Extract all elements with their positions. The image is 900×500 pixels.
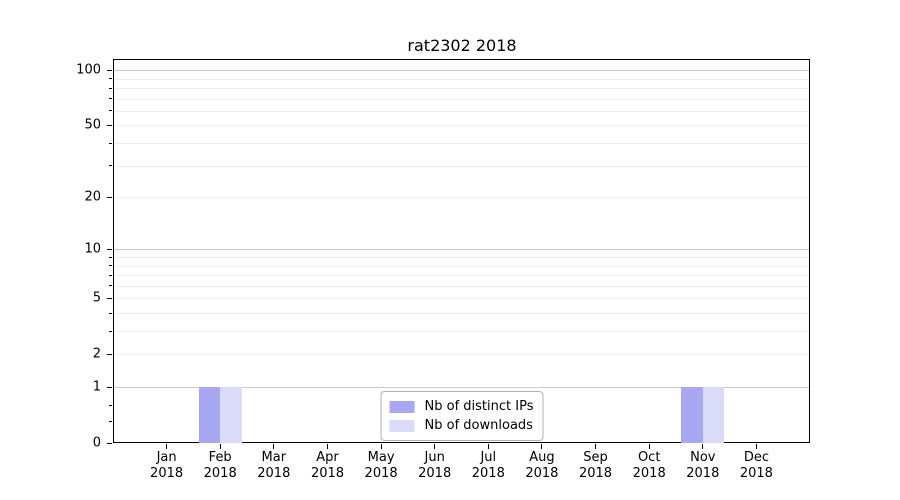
y-axis-minor-tick [109, 330, 112, 332]
x-axis-tick [166, 444, 168, 449]
y-axis-minor-tick [109, 78, 112, 80]
y-axis-minor-tick [109, 165, 112, 167]
gridline-minor [114, 298, 809, 300]
y-axis-minor-tick [109, 274, 112, 276]
y-axis-minor-tick [109, 98, 112, 100]
y-axis-minor-tick [109, 312, 112, 314]
y-axis-minor-tick [109, 285, 112, 287]
gridline-minor [114, 257, 809, 258]
y-axis-minor-tick [109, 110, 112, 112]
y-axis-tick [107, 248, 112, 250]
gridline-major [114, 70, 809, 72]
x-tick-label: Aug 2018 [525, 450, 559, 481]
gridline-minor [114, 313, 809, 314]
x-axis-tick [327, 444, 328, 449]
y-axis-tick [107, 196, 112, 198]
y-tick-label: 1 [92, 379, 101, 395]
chart-title: rat2302 2018 [407, 36, 517, 55]
x-tick-label: Apr 2018 [310, 450, 345, 481]
y-axis-tick [107, 386, 112, 388]
y-axis-minor-tick [109, 256, 112, 258]
gridline-major [114, 249, 809, 251]
bar-nb-of-downloads [702, 387, 725, 443]
x-tick-label: Jul 2018 [471, 450, 505, 481]
x-tick-label: Mar 2018 [257, 450, 291, 481]
x-tick-label: Nov 2018 [686, 450, 720, 481]
x-axis-tick [595, 444, 596, 449]
gridline-minor [114, 165, 809, 167]
gridline-minor [114, 125, 809, 127]
x-axis-tick [648, 444, 650, 449]
y-tick-label: 10 [84, 241, 101, 257]
x-tick-label: Oct 2018 [632, 450, 666, 481]
legend-label: Nb of downloads [424, 418, 533, 433]
x-axis-tick [487, 444, 489, 449]
x-tick-label: Sep 2018 [578, 450, 613, 481]
gridline-minor [114, 354, 809, 356]
x-axis-tick [273, 444, 275, 449]
x-tick-label: May 2018 [364, 450, 398, 481]
bar-nb-of-downloads [220, 387, 242, 443]
legend-swatch [389, 419, 415, 432]
y-axis-minor-tick [109, 265, 112, 266]
gridline-major [114, 387, 809, 388]
y-axis-tick [107, 69, 112, 71]
y-axis-tick [107, 353, 112, 355]
y-tick-label: 100 [76, 62, 101, 78]
legend-entry: Nb of distinct IPs [389, 397, 534, 416]
bar-nb-of-distinct-ips [198, 387, 221, 443]
x-tick-label: Dec 2018 [739, 450, 773, 481]
gridline-minor [114, 275, 809, 276]
y-tick-label: 50 [84, 117, 101, 133]
legend-swatch [389, 400, 415, 413]
gridline-minor [114, 197, 809, 199]
x-tick-label: Jan 2018 [150, 450, 184, 481]
x-axis-tick [434, 444, 436, 449]
gridline-minor [114, 88, 809, 89]
y-tick-label: 20 [84, 189, 101, 205]
x-tick-label: Feb 2018 [203, 450, 237, 481]
gridline-minor [114, 78, 809, 80]
bar-nb-of-distinct-ips [681, 387, 703, 443]
y-axis-tick [107, 124, 112, 126]
gridline-minor [114, 331, 809, 332]
x-axis-tick [755, 444, 757, 449]
legend-entry: Nb of downloads [389, 416, 534, 435]
gridline-minor [114, 265, 809, 267]
y-axis-minor-tick [109, 87, 112, 89]
y-axis-minor-tick [109, 142, 112, 144]
y-axis-minor-tick [109, 404, 112, 406]
gridline-minor [114, 143, 809, 144]
legend-label: Nb of distinct IPs [424, 399, 534, 414]
y-tick-label: 5 [92, 290, 101, 306]
legend: Nb of distinct IPs Nb of downloads [380, 391, 544, 441]
x-axis-tick [380, 444, 382, 449]
y-axis-tick [107, 297, 112, 299]
gridline-minor [114, 110, 809, 112]
y-axis-minor-tick [109, 421, 112, 423]
gridline-minor [114, 285, 809, 287]
x-axis-tick [702, 444, 704, 449]
plot-area [113, 59, 810, 443]
x-axis-tick [219, 444, 221, 449]
y-axis-tick [107, 442, 112, 444]
x-axis-tick [541, 444, 543, 449]
x-tick-label: Jun 2018 [418, 450, 452, 481]
gridline-minor [114, 98, 809, 100]
y-tick-label: 2 [92, 346, 101, 362]
y-tick-label: 0 [92, 435, 101, 451]
